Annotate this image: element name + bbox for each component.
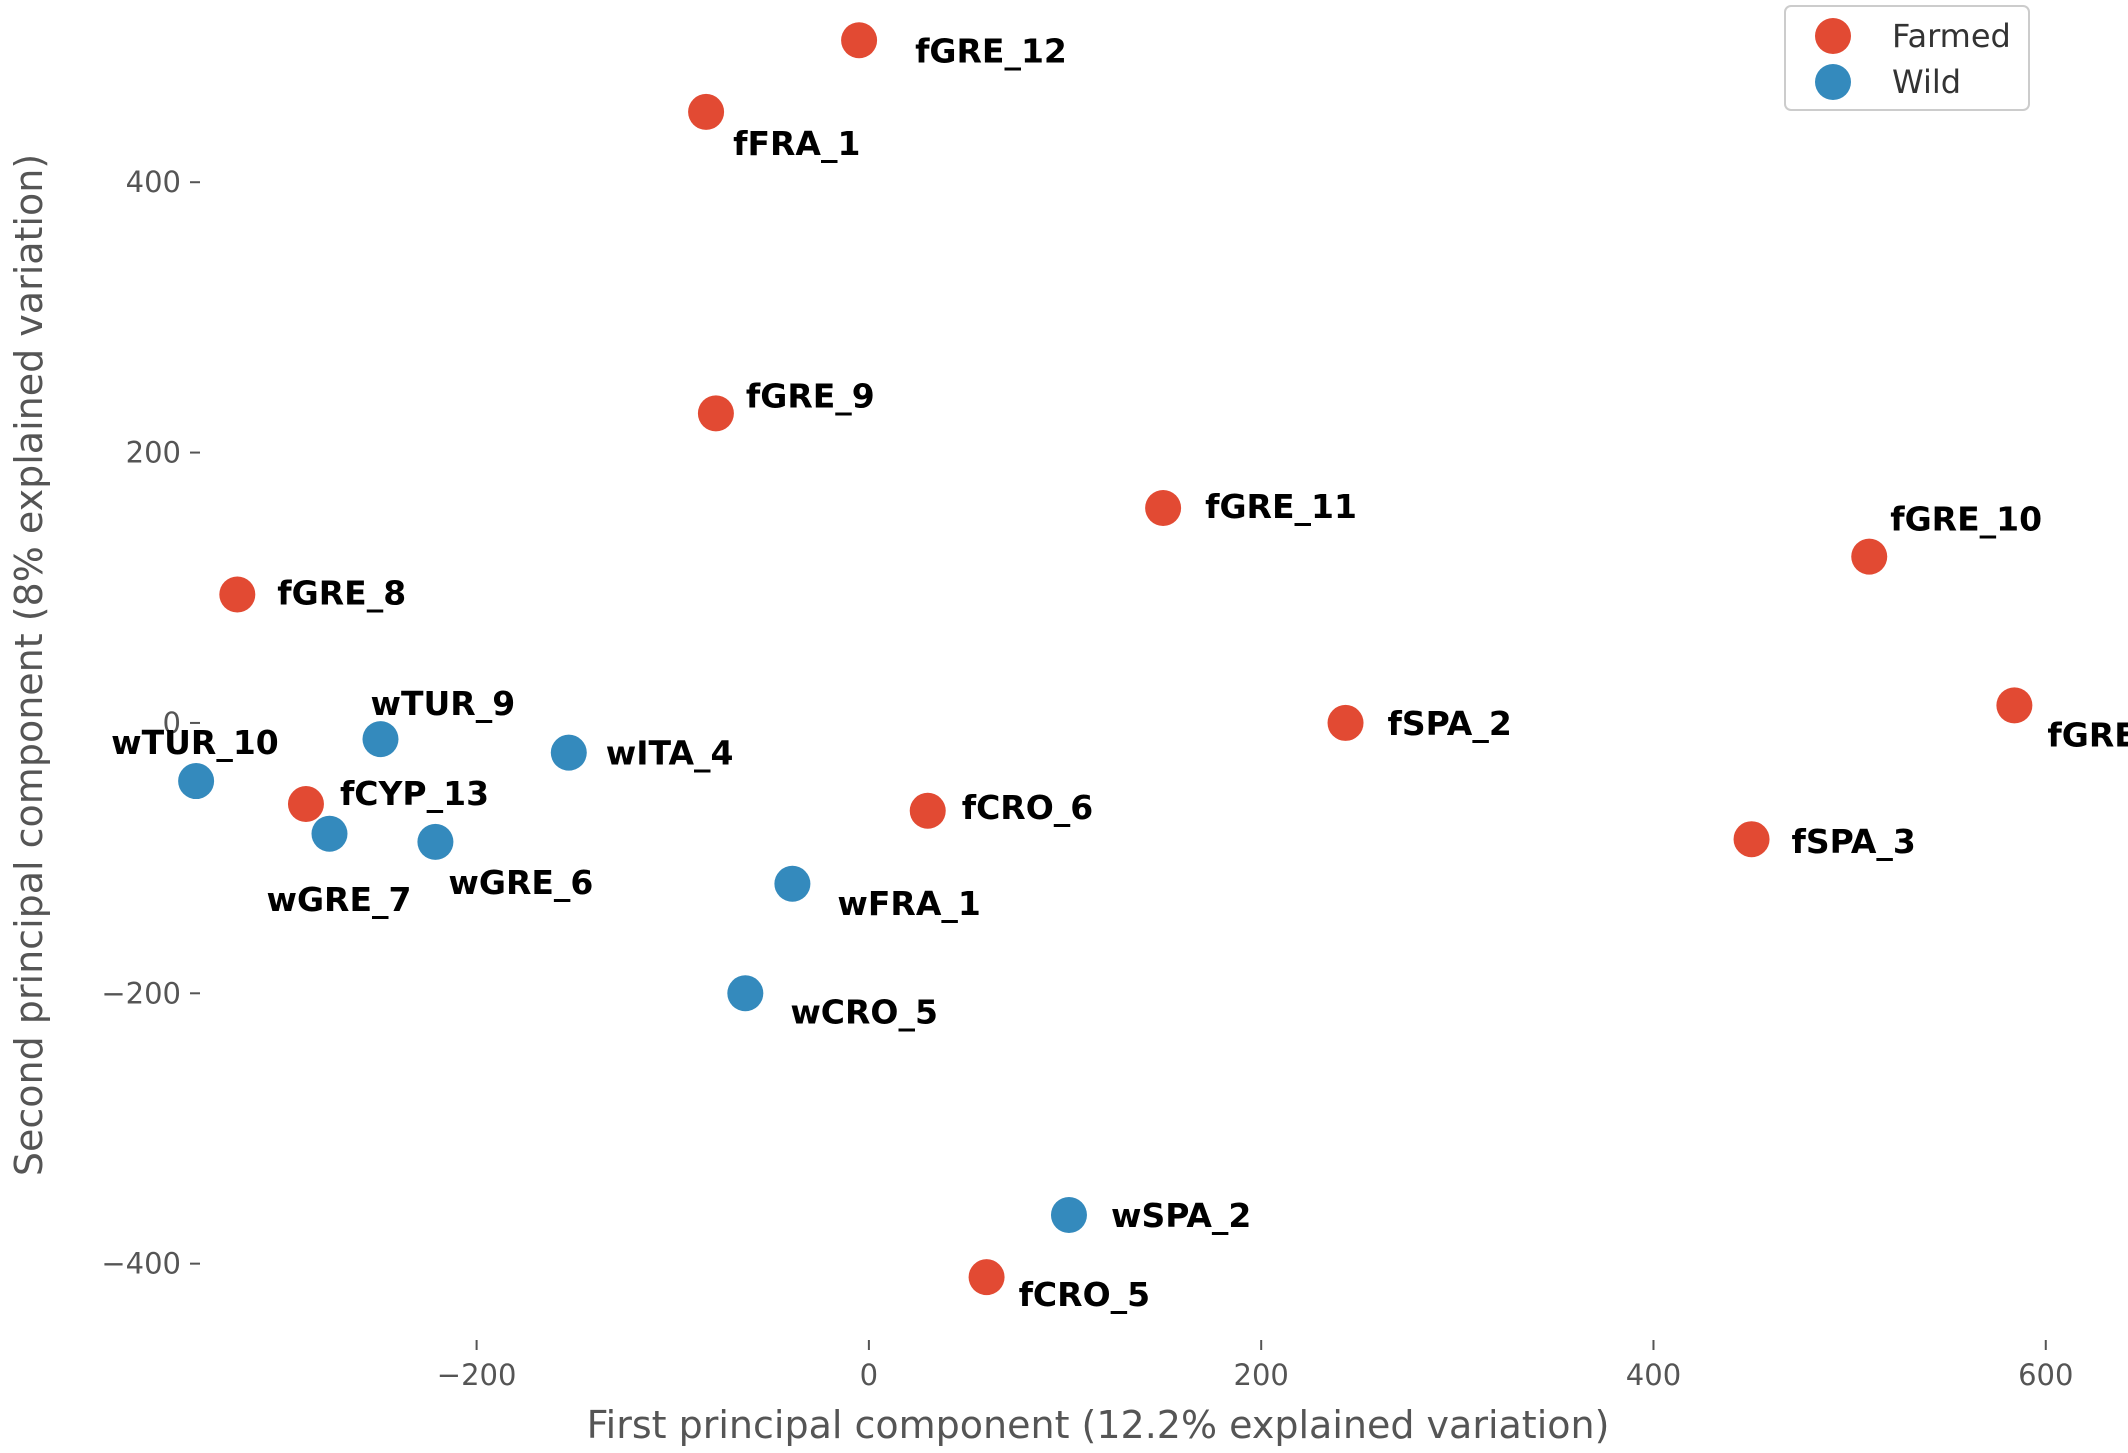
x-tick-label: 600	[2018, 1358, 2073, 1392]
point-label-wtur_9: wTUR_9	[370, 684, 515, 723]
farmed-point-fcro_5	[968, 1259, 1005, 1296]
point-label-wcro_5: wCRO_5	[790, 992, 938, 1031]
point-label-wspa_2: wSPA_2	[1111, 1196, 1251, 1235]
point-label-wgre_7: wGRE_7	[266, 880, 411, 919]
farmed-point-fcro_6	[909, 792, 946, 829]
point-label-fgre_10: fGRE_10	[1890, 500, 2042, 539]
wild-point-wita_4	[550, 734, 587, 771]
y-tick-label: 200	[126, 436, 181, 470]
wild-point-wspa_2	[1050, 1196, 1087, 1233]
point-labels: fGRE_12 fFRA_1 fGRE_9 fGRE_11 fGRE_10 fGRE_8f…	[111, 31, 2128, 1314]
point-label-fgre_7: fGRE_7	[2047, 715, 2128, 754]
farmed-point-fgre_7	[1996, 687, 2033, 724]
point-label-fgre_8: fGRE_8	[277, 574, 406, 613]
y-axis-label: Second principal component (8% explained…	[7, 154, 51, 1176]
y-tick-label: 0	[163, 706, 181, 740]
data-points	[178, 22, 2033, 1296]
point-label-fcro_6: fCRO_6	[962, 788, 1094, 827]
legend-marker-wild	[1815, 64, 1851, 100]
legend-label-farmed: Farmed	[1892, 17, 2011, 55]
farmed-point-fgre_12	[841, 22, 878, 59]
point-label-ffra_1: fFRA_1	[733, 124, 860, 163]
x-axis-label: First principal component (12.2% explain…	[587, 1403, 1610, 1447]
farmed-point-fgre_8	[219, 576, 256, 613]
farmed-point-fgre_9	[697, 395, 734, 432]
point-label-fgre_12: fGRE_12	[915, 31, 1067, 70]
farmed-point-fspa_2	[1327, 704, 1364, 741]
wild-point-wfra_1	[774, 865, 811, 902]
farmed-point-fgre_10	[1851, 538, 1888, 575]
point-label-wtur_10: wTUR_10	[111, 723, 279, 762]
legend: Farmed Wild	[1784, 5, 2030, 111]
wild-point-wtur_9	[362, 721, 399, 758]
x-tick-label: 200	[1234, 1358, 1289, 1392]
point-label-wfra_1: wFRA_1	[837, 884, 980, 923]
farmed-point-fspa_3	[1733, 821, 1770, 858]
farmed-point-fcyp_13	[287, 786, 324, 823]
point-label-fspa_2: fSPA_2	[1388, 704, 1512, 743]
point-label-wita_4: wITA_4	[606, 734, 734, 773]
point-label-fgre_9: fGRE_9	[746, 376, 875, 415]
y-axis-ticks: −400 −200 0 200 400	[101, 165, 200, 1281]
wild-point-wgre_7	[311, 815, 348, 852]
legend-marker-farmed	[1815, 18, 1851, 54]
x-tick-label: −200	[437, 1358, 517, 1392]
point-label-wgre_6: wGRE_6	[448, 863, 593, 902]
legend-label-wild: Wild	[1892, 63, 1961, 101]
point-label-fcyp_13: fCYP_13	[340, 774, 489, 813]
wild-point-wcro_5	[727, 975, 764, 1012]
farmed-point-fgre_11	[1145, 489, 1182, 526]
x-tick-label: 400	[1626, 1358, 1681, 1392]
point-label-fspa_3: fSPA_3	[1792, 822, 1916, 861]
y-tick-label: 400	[126, 165, 181, 199]
wild-point-wgre_6	[417, 823, 454, 860]
farmed-point-ffra_1	[688, 93, 725, 130]
x-axis-ticks: −200 0 200 400 600	[437, 1340, 2073, 1392]
wild-point-wtur_10	[178, 763, 215, 800]
y-tick-label: −400	[101, 1247, 181, 1281]
y-tick-label: −200	[101, 976, 181, 1010]
point-label-fcro_5: fCRO_5	[1019, 1275, 1151, 1314]
point-label-fgre_11: fGRE_11	[1205, 487, 1357, 526]
x-tick-label: 0	[860, 1358, 878, 1392]
